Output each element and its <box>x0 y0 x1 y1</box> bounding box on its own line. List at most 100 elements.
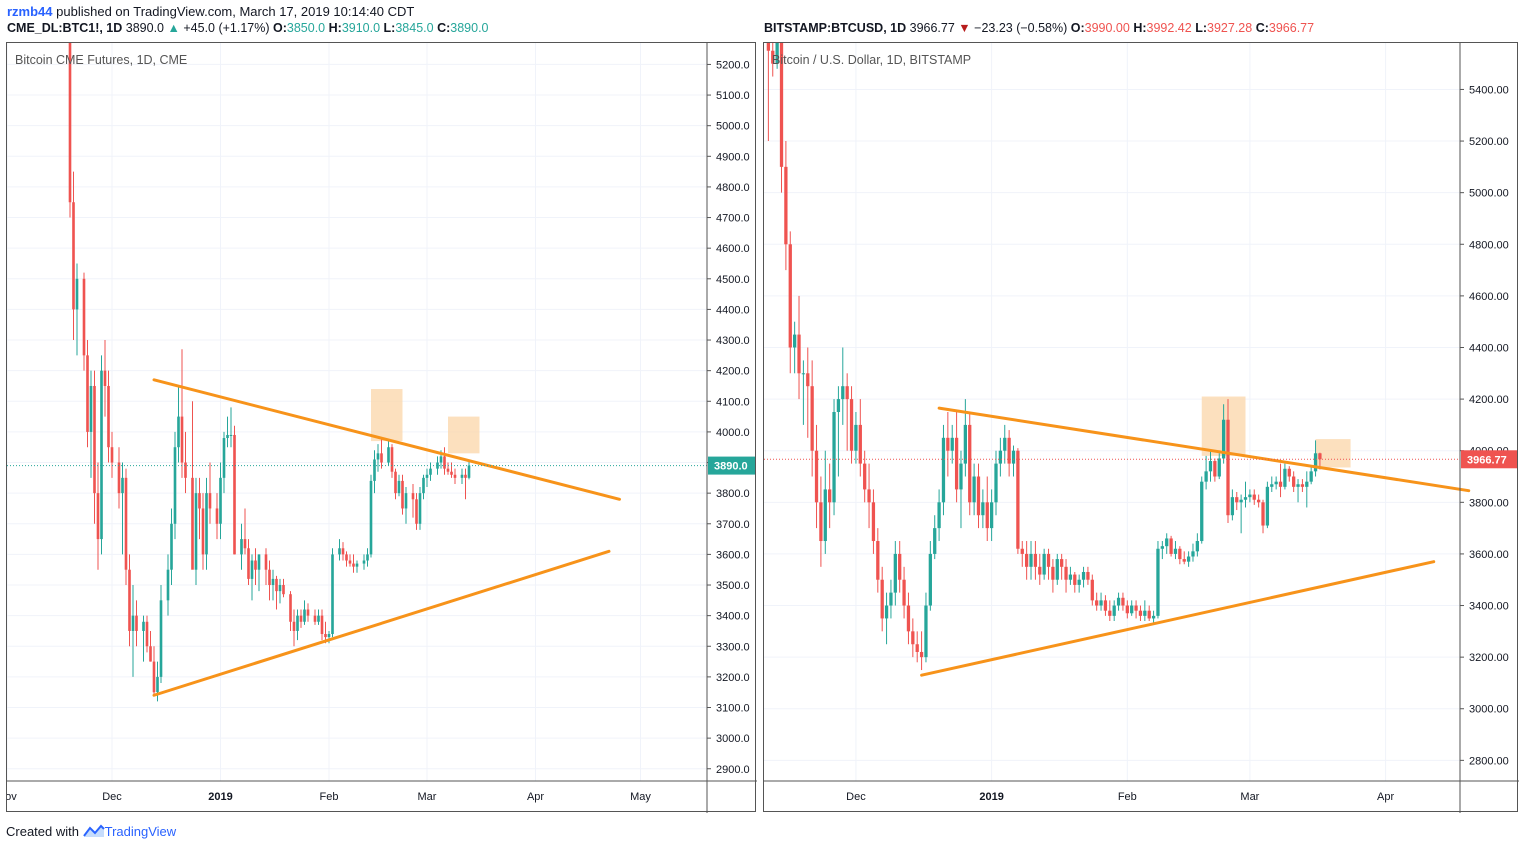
left-candle-body <box>397 480 401 494</box>
left-y-tick-label: 4600.0 <box>716 243 750 255</box>
right-candle-body <box>1186 556 1191 562</box>
right-candle-body <box>915 644 919 652</box>
left-y-tick-label: 3600.0 <box>716 549 750 561</box>
left-candle-body <box>264 554 268 570</box>
right-candle-body <box>902 579 906 606</box>
right-change-arrow-icon: ▼ <box>958 21 971 35</box>
right-candle-body <box>1011 450 1016 464</box>
right-candle-body <box>889 592 893 606</box>
right-y-tick-label: 3400.00 <box>1469 601 1509 613</box>
left-candle-body <box>352 563 355 567</box>
left-candle-body <box>215 508 219 524</box>
right-candle-body <box>1165 538 1169 547</box>
left-change: +45.0 (+1.17%) <box>183 21 270 35</box>
left-candle-body <box>75 278 79 310</box>
right-candle-body <box>1261 502 1265 526</box>
right-candle-body <box>1029 553 1033 567</box>
right-candle-body <box>1134 605 1138 611</box>
left-candle-body <box>338 548 341 555</box>
right-candle-body <box>1243 497 1248 500</box>
left-y-tick-label: 2900.0 <box>716 764 750 776</box>
right-candle-body <box>1156 548 1160 616</box>
left-candle-body <box>422 477 425 494</box>
left-candle-body <box>415 499 418 524</box>
left-y-tick-label: 4100.0 <box>716 396 750 408</box>
left-y-tick-label: 5100.0 <box>716 90 750 102</box>
right-close: 3966.77 <box>1268 21 1315 35</box>
right-candle-body <box>1055 559 1059 580</box>
right-candle-body <box>963 424 967 464</box>
left-candle-body <box>324 634 327 638</box>
right-y-tick-label: 3800.00 <box>1469 497 1509 509</box>
right-candle-body <box>1046 553 1051 567</box>
right-candle-body <box>1130 605 1134 614</box>
left-y-tick-label: 5000.0 <box>716 121 750 133</box>
left-x-tick-label: Nov <box>7 791 17 803</box>
right-candle-body <box>828 489 832 503</box>
left-candle-body <box>145 621 149 647</box>
left-candle-body <box>450 471 453 475</box>
right-candle-body <box>1248 494 1252 498</box>
left-candle-body <box>296 615 299 631</box>
right-candle-body <box>933 528 937 554</box>
right-candle-body <box>924 605 928 658</box>
author-link[interactable]: rzmb44 <box>7 4 53 19</box>
right-candle-body <box>801 373 806 375</box>
right-candle-body <box>1257 499 1261 503</box>
right-candle-body <box>985 502 989 529</box>
right-candle-body <box>1169 538 1173 554</box>
left-y-tick-label: 3200.0 <box>716 672 750 684</box>
left-y-tick-label: 3300.0 <box>716 641 750 653</box>
right-candle-body <box>954 437 959 490</box>
right-candle-body <box>819 502 823 542</box>
right-candle-body <box>1252 494 1256 500</box>
right-candle-body <box>950 437 954 451</box>
left-x-tick-label: Dec <box>102 791 122 803</box>
right-candle-body <box>1073 574 1077 585</box>
footer-brand[interactable]: TradingView <box>104 824 177 839</box>
left-chart-panel[interactable]: 5200.0 5100.0 5000.0 4900.0 4800.0 4700.0 4600… <box>6 42 757 813</box>
right-chart-svg[interactable]: 5400.00 5200.00 5000.00 4800.00 4600.00 4400.… <box>764 43 1519 813</box>
left-candle-body <box>275 578 278 592</box>
left-candle-body <box>387 447 390 463</box>
left-last: 3890.0 <box>125 21 165 35</box>
right-candle-body <box>1287 468 1291 477</box>
left-x-tick-label: Feb <box>320 791 339 803</box>
right-candle-body <box>854 424 858 451</box>
right-y-tick-label: 5200.00 <box>1469 136 1509 148</box>
right-x-tick-label: Mar <box>1240 791 1259 803</box>
right-chart-panel[interactable]: 5400.00 5200.00 5000.00 4800.00 4600.00 4400.… <box>763 42 1519 813</box>
left-candle-body <box>131 615 135 631</box>
right-candle-body <box>1016 450 1020 549</box>
right-candle-body <box>1226 419 1230 516</box>
left-candle-body <box>327 634 331 638</box>
right-candle-body <box>1112 605 1116 616</box>
left-y-tick-label: 3000.0 <box>716 733 750 745</box>
left-trendline-lower <box>152 549 611 697</box>
right-candle-body <box>928 553 932 606</box>
left-candle-body <box>362 560 366 564</box>
left-candle-body <box>173 447 177 524</box>
right-candle-body <box>793 334 797 348</box>
right-candle-body <box>1182 559 1186 562</box>
right-candle-body <box>1235 497 1239 503</box>
left-candle-body <box>156 676 159 693</box>
right-y-tick-label: 3200.00 <box>1469 652 1509 664</box>
right-candle-body <box>946 437 950 451</box>
right-candle-body <box>1204 471 1208 482</box>
left-highlight-box <box>371 389 403 442</box>
left-candle-body <box>278 585 282 592</box>
left-y-tick-label: 4500.0 <box>716 274 750 286</box>
left-chart-svg[interactable]: 5200.0 5100.0 5000.0 4900.0 4800.0 4700.0 4600… <box>7 43 757 813</box>
right-x-tick-label: Apr <box>1377 791 1394 803</box>
right-candle-body <box>1151 615 1156 619</box>
left-candle-body <box>229 434 233 436</box>
right-candle-body <box>1108 610 1112 616</box>
left-candle-body <box>289 594 292 622</box>
right-candle-body <box>1007 437 1011 464</box>
left-candle-body <box>380 453 383 463</box>
right-candle-body <box>989 502 994 529</box>
left-candle-body <box>170 523 173 570</box>
left-x-tick-label: Mar <box>418 791 437 803</box>
left-y-tick-label: 4400.0 <box>716 304 750 316</box>
